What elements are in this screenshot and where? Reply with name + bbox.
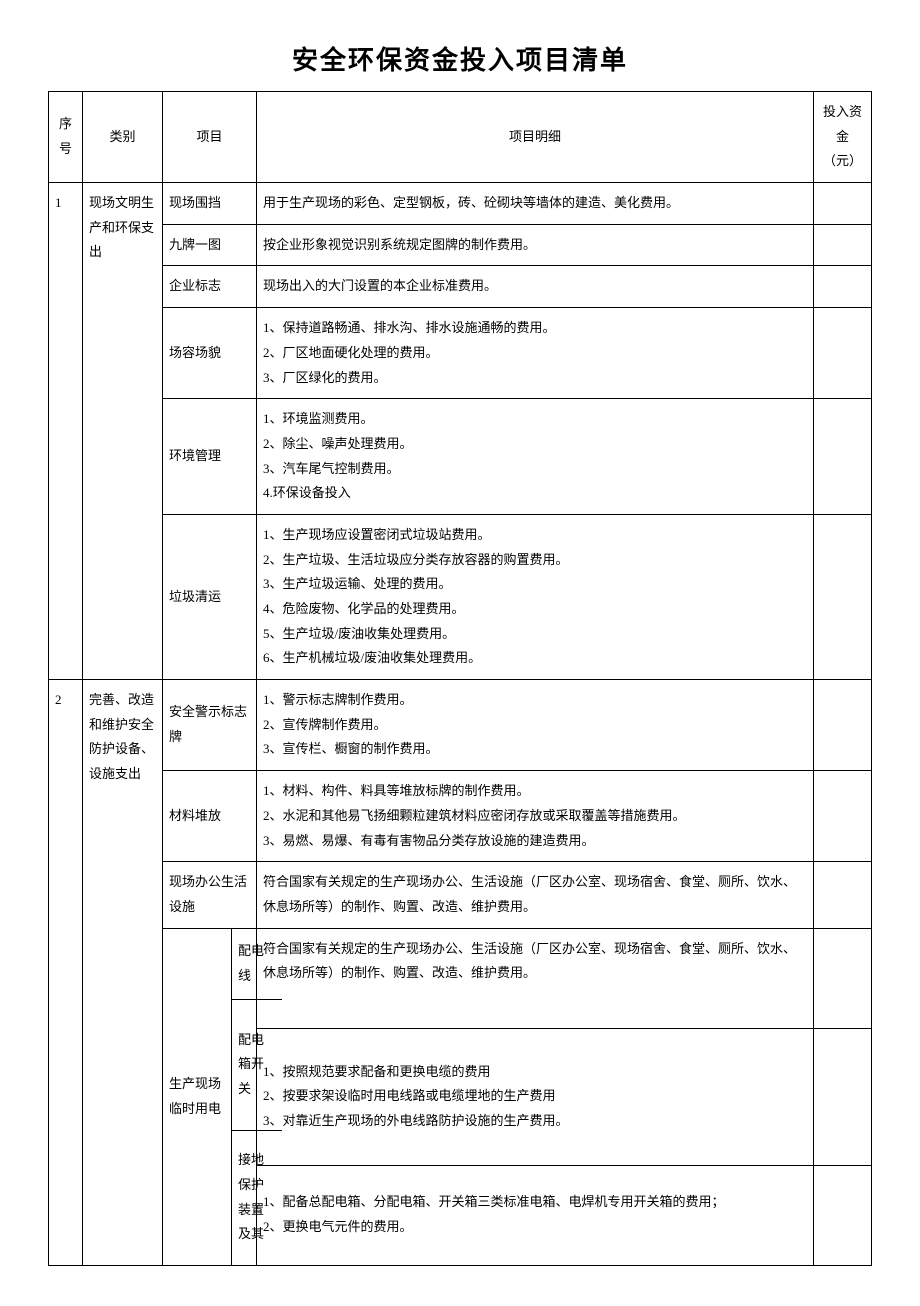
table-row: 场容场貌 1、保持道路畅通、排水沟、排水设施通畅的费用。2、厂区地面硬化处理的费… xyxy=(49,308,872,399)
table-row: 现场办公生活设施 符合国家有关规定的生产现场办公、生活设施（厂区办公室、现场宿舍… xyxy=(49,862,872,928)
cell-detail: 1、环境监测费用。2、除尘、噪声处理费用。3、汽车尾气控制费用。4.环保设备投入 xyxy=(257,399,814,515)
table-row: 九牌一图 按企业形象视觉识别系统规定图牌的制作费用。 xyxy=(49,224,872,266)
table-row: 2 完善、改造和维护安全防护设备、设施支出 安全警示标志牌 1、警示标志牌制作费… xyxy=(49,680,872,771)
cell-project: 安全警示标志牌 xyxy=(163,680,257,771)
cell-detail: 1、配备总配电箱、分配电箱、开关箱三类标准电箱、电焊机专用开关箱的费用；2、更换… xyxy=(257,1165,814,1265)
col-project: 项目 xyxy=(163,92,257,183)
cell-project: 生产现场临时用电 xyxy=(163,929,232,1265)
cell-amount xyxy=(814,771,872,862)
cell-amount xyxy=(814,680,872,771)
cell-amount xyxy=(814,928,872,1028)
cell-amount xyxy=(814,1028,872,1165)
table-row: 垃圾清运 1、生产现场应设置密闭式垃圾站费用。2、生产垃圾、生活垃圾应分类存放容… xyxy=(49,514,872,679)
cell-detail: 1、材料、构件、料具等堆放标牌的制作费用。2、水泥和其他易飞扬细颗粒建筑材料应密… xyxy=(257,771,814,862)
cell-detail: 1、按照规范要求配备和更换电缆的费用2、按要求架设临时用电线路或电缆埋地的生产费… xyxy=(257,1028,814,1165)
cell-amount xyxy=(814,224,872,266)
cell-amount xyxy=(814,862,872,928)
cell-detail: 符合国家有关规定的生产现场办公、生活设施（厂区办公室、现场宿舍、食堂、厕所、饮水… xyxy=(257,928,814,1028)
table-row: 1 现场文明生产和环保支出 现场围挡 用于生产现场的彩色、定型钢板，砖、砼砌块等… xyxy=(49,183,872,225)
cell-seq: 2 xyxy=(49,680,83,1266)
cell-project: 材料堆放 xyxy=(163,771,257,862)
funding-table: 序号 类别 项目 项目明细 投入资金（元） 1 现场文明生产和环保支出 现场围挡… xyxy=(48,91,872,1266)
table-row: 企业标志 现场出入的大门设置的本企业标准费用。 xyxy=(49,266,872,308)
col-detail: 项目明细 xyxy=(257,92,814,183)
cell-project: 环境管理 xyxy=(163,399,257,515)
cell-detail: 现场出入的大门设置的本企业标准费用。 xyxy=(257,266,814,308)
cell-project-nested: 生产现场临时用电 配电线 配电箱开关 接地保护装置及其 xyxy=(163,928,257,1265)
cell-detail: 用于生产现场的彩色、定型钢板，砖、砼砌块等墙体的建造、美化费用。 xyxy=(257,183,814,225)
cell-amount xyxy=(814,1165,872,1265)
col-amount: 投入资金（元） xyxy=(814,92,872,183)
cell-project: 垃圾清运 xyxy=(163,514,257,679)
table-header-row: 序号 类别 项目 项目明细 投入资金（元） xyxy=(49,92,872,183)
cell-detail: 1、保持道路畅通、排水沟、排水设施通畅的费用。2、厂区地面硬化处理的费用。3、厂… xyxy=(257,308,814,399)
cell-amount xyxy=(814,514,872,679)
cell-amount xyxy=(814,399,872,515)
table-row: 环境管理 1、环境监测费用。2、除尘、噪声处理费用。3、汽车尾气控制费用。4.环… xyxy=(49,399,872,515)
cell-project: 现场围挡 xyxy=(163,183,257,225)
cell-seq: 1 xyxy=(49,183,83,680)
cell-detail: 符合国家有关规定的生产现场办公、生活设施（厂区办公室、现场宿舍、食堂、厕所、饮水… xyxy=(257,862,814,928)
cell-detail: 按企业形象视觉识别系统规定图牌的制作费用。 xyxy=(257,224,814,266)
cell-amount xyxy=(814,266,872,308)
page-title: 安全环保资金投入项目清单 xyxy=(48,40,872,77)
cell-project: 场容场貌 xyxy=(163,308,257,399)
cell-project: 企业标志 xyxy=(163,266,257,308)
table-row: 生产现场临时用电 配电线 配电箱开关 接地保护装置及其 符合国家有关规定的生产现… xyxy=(49,928,872,1028)
cell-project: 九牌一图 xyxy=(163,224,257,266)
col-category: 类别 xyxy=(83,92,163,183)
cell-category: 现场文明生产和环保支出 xyxy=(83,183,163,680)
cell-amount xyxy=(814,308,872,399)
table-row: 材料堆放 1、材料、构件、料具等堆放标牌的制作费用。2、水泥和其他易飞扬细颗粒建… xyxy=(49,771,872,862)
col-seq: 序号 xyxy=(49,92,83,183)
cell-detail: 1、生产现场应设置密闭式垃圾站费用。2、生产垃圾、生活垃圾应分类存放容器的购置费… xyxy=(257,514,814,679)
cell-category: 完善、改造和维护安全防护设备、设施支出 xyxy=(83,680,163,1266)
cell-amount xyxy=(814,183,872,225)
cell-project: 现场办公生活设施 xyxy=(163,862,257,928)
cell-detail: 1、警示标志牌制作费用。2、宣传牌制作费用。3、宣传栏、橱窗的制作费用。 xyxy=(257,680,814,771)
